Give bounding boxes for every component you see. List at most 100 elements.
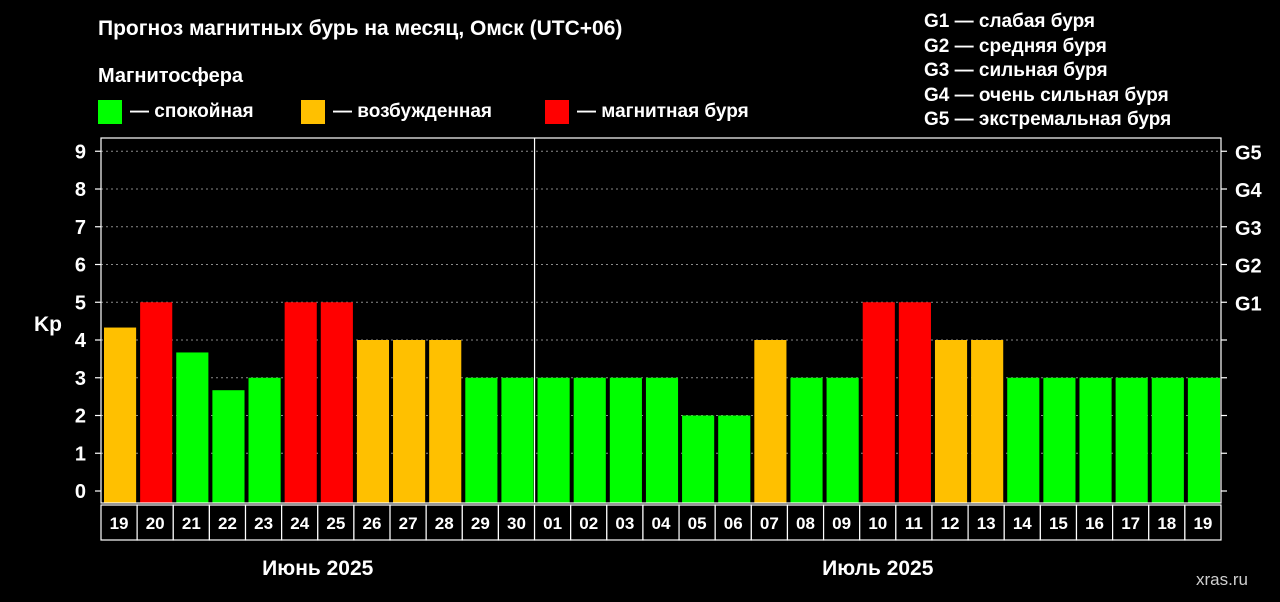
date-cell: [895, 504, 933, 541]
plot-border: [100, 137, 1222, 504]
bar-11: [501, 377, 534, 503]
bar-24: [971, 340, 1004, 503]
x-axis-date-cells: 19 20 21 22 23 24 25 26 27 28 29 30 01 02 03 04 05 06 07 08…: [100, 504, 1222, 541]
legend-label-calm: — спокойная: [130, 101, 254, 122]
date-cell: [497, 504, 536, 541]
date-cell: [1112, 504, 1150, 541]
date-label: 15: [1049, 514, 1068, 533]
date-label: 09: [832, 514, 851, 533]
bar-28: [1115, 377, 1148, 503]
g-legend-item: G1 — слабая буря: [924, 11, 1096, 32]
date-cell: [1184, 504, 1222, 541]
date-label: 18: [1157, 514, 1176, 533]
date-cell: [389, 504, 427, 541]
y-tick-label: 0: [75, 481, 86, 503]
g-tick-label: G1: [1235, 293, 1262, 315]
chart-title: Прогноз магнитных бурь на месяц, Омск (U…: [98, 17, 623, 40]
chart-subtitle: Магнитосфера: [98, 65, 244, 87]
date-label: 13: [977, 514, 996, 533]
bar-21: [862, 302, 895, 503]
date-label: 29: [471, 514, 490, 533]
date-label: 01: [543, 514, 562, 533]
date-label: 05: [688, 514, 707, 533]
bar-27: [1079, 377, 1112, 503]
g-tick-label: G5: [1235, 142, 1262, 164]
bar-15: [645, 377, 679, 503]
date-label: 14: [1013, 514, 1032, 533]
y-tick-label: 1: [75, 443, 86, 465]
g-axis-ticks: G1 G2 G3 G4 G5: [1221, 142, 1263, 492]
bar-16: [682, 415, 715, 503]
bar-6: [320, 302, 353, 503]
g-legend-item: G5 — экстремальная буря: [924, 109, 1172, 130]
month-labels: Июнь 2025 Июль 2025: [262, 557, 934, 580]
date-label: 04: [652, 514, 671, 533]
g-legend-item: G4 — очень сильная буря: [924, 84, 1169, 106]
date-label: 19: [110, 514, 129, 533]
bar-9: [429, 340, 462, 503]
bar-5: [284, 302, 317, 503]
bar-12: [537, 377, 570, 503]
date-label: 23: [254, 514, 273, 533]
bar-30: [1187, 377, 1220, 503]
date-label: 02: [579, 514, 598, 533]
bar-23: [934, 340, 968, 503]
date-cell: [353, 504, 391, 541]
g-tick-label: G3: [1235, 218, 1262, 240]
date-cell: [570, 504, 608, 541]
y-tick-label: 7: [75, 217, 86, 239]
bar-4: [248, 377, 281, 503]
date-label: 19: [1193, 514, 1212, 533]
month-label: Июль 2025: [822, 557, 934, 580]
date-label: 25: [326, 514, 345, 533]
bar-13: [573, 377, 606, 503]
g-legend-item: G3 — сильная буря: [924, 60, 1108, 81]
date-label: 24: [290, 514, 309, 533]
legend-label-storm: — магнитная буря: [577, 101, 749, 122]
plot-frame: [100, 137, 1222, 504]
bar-0: [104, 327, 137, 503]
date-label: 30: [507, 514, 526, 533]
y-tick-label: 5: [75, 292, 86, 314]
bar-26: [1043, 377, 1076, 503]
legend-item-calm: — спокойная: [98, 98, 254, 126]
date-label: 12: [941, 514, 960, 533]
date-cell: [172, 504, 210, 541]
bar-1: [140, 302, 173, 503]
date-label: 16: [1085, 514, 1104, 533]
legend-item-excited: — возбужденная: [301, 98, 492, 126]
date-label: 03: [615, 514, 634, 533]
g-tick-label: G4: [1235, 180, 1263, 202]
bar-19: [790, 377, 823, 503]
y-tick-label: 4: [75, 330, 87, 352]
bar-25: [1007, 377, 1040, 503]
bars: [104, 302, 1220, 503]
date-label: 17: [1121, 514, 1140, 533]
y-tick-label: 8: [75, 179, 86, 201]
date-label: 27: [399, 514, 418, 533]
y-axis-label: Kp: [34, 313, 62, 336]
date-cell: [750, 504, 789, 541]
date-cell: [1075, 504, 1114, 541]
date-cell: [931, 504, 969, 541]
legend-item-storm: — магнитная буря: [545, 98, 749, 126]
bar-20: [826, 377, 859, 503]
g-tick-label: G2: [1235, 256, 1262, 278]
date-cell: [822, 504, 861, 541]
date-cell: [1039, 504, 1078, 541]
bar-22: [898, 302, 931, 503]
date-label: 06: [724, 514, 743, 533]
bar-17: [718, 415, 751, 503]
date-cell: [244, 504, 283, 541]
date-label: 28: [435, 514, 454, 533]
bar-18: [754, 340, 787, 503]
legend-swatch-storm: [545, 100, 569, 124]
bar-7: [356, 340, 390, 503]
date-label: 20: [146, 514, 165, 533]
bar-10: [465, 377, 498, 503]
date-cell: [425, 504, 463, 541]
date-cell: [136, 504, 174, 541]
legend-label-excited: — возбужденная: [333, 101, 493, 122]
date-cell: [461, 504, 500, 541]
